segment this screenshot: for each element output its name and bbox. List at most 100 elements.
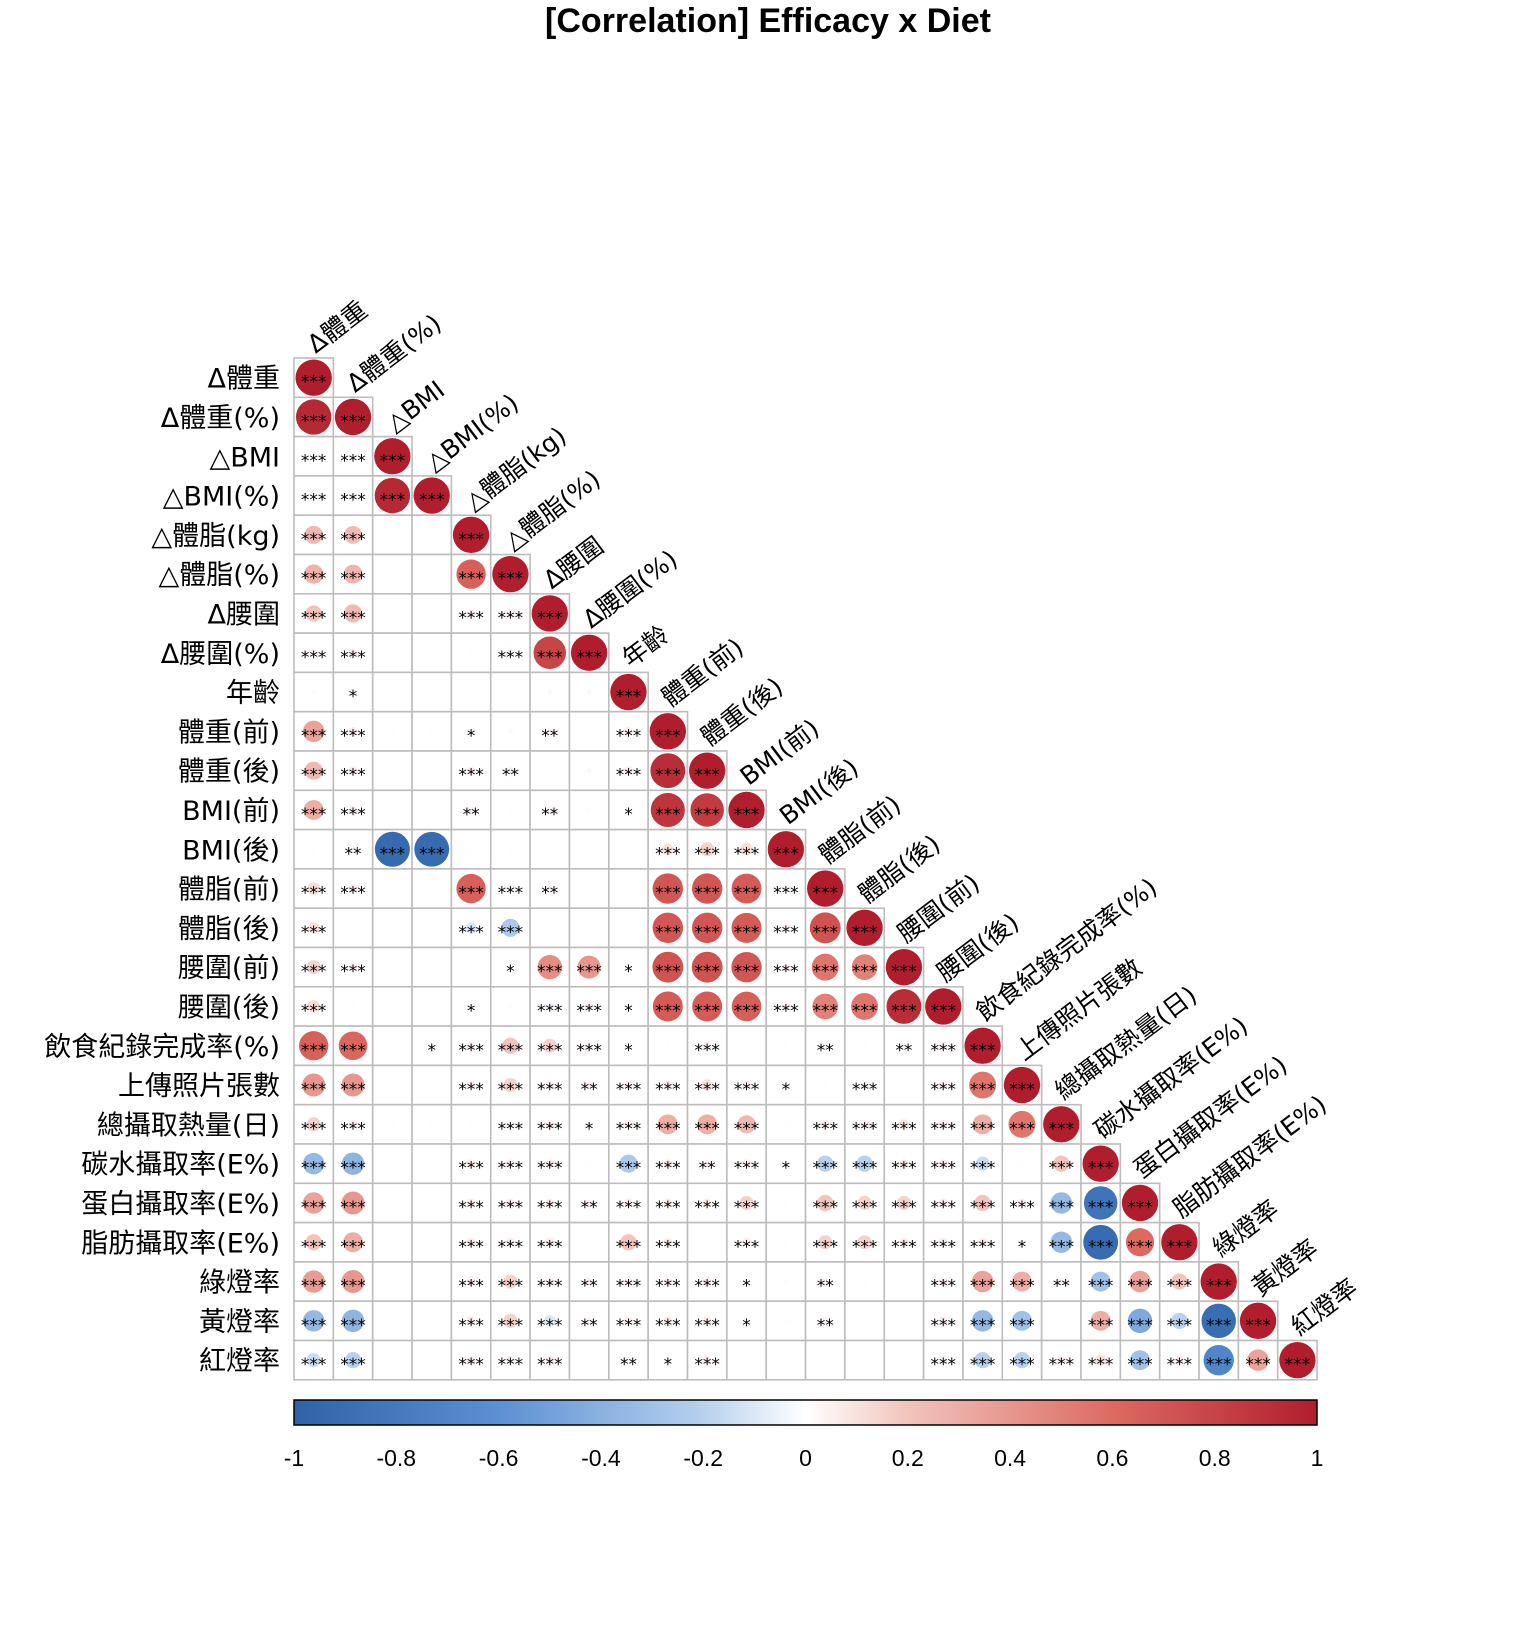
correlation-circle [811,953,839,981]
correlation-circle [506,1120,515,1129]
correlation-circle [307,882,320,895]
significance-label: *** [616,1159,642,1179]
significance-label: * [585,1119,594,1139]
correlation-circle [1056,1355,1066,1365]
significance-label: *** [616,1316,642,1336]
correlation-circle [349,688,357,696]
correlation-circle [508,1004,513,1009]
correlation-circle [311,492,317,499]
correlation-circle [899,1237,909,1247]
correlation-circle [429,690,434,694]
significance-label: *** [773,1001,799,1021]
significance-label: *** [1206,1277,1232,1297]
correlation-circle [429,1358,434,1362]
correlation-circle [302,1073,326,1097]
correlation-circle [505,1159,515,1169]
correlation-circle [731,912,762,943]
significance-label: *** [301,608,327,628]
significance-label: *** [931,1198,957,1218]
correlation-circle [508,808,513,812]
significance-label: *** [1167,1316,1193,1336]
correlation-circle [587,1358,591,1362]
significance-label: *** [734,1080,760,1100]
significance-label: *** [694,1355,720,1375]
significance-label: *** [1167,1237,1193,1257]
significance-label: *** [458,766,484,786]
correlation-circle [938,1277,948,1287]
correlation-circle [503,1274,518,1289]
correlation-circle [821,1317,829,1325]
correlation-circle [469,1122,473,1127]
correlation-circle [689,752,726,789]
significance-label: *** [498,1355,524,1375]
correlation-circle [938,1119,948,1129]
significance-label: *** [694,1198,720,1218]
significance-label: *** [537,962,563,982]
correlation-circle [663,1316,673,1326]
significance-label: ** [541,805,558,825]
significance-label: *** [655,1080,681,1100]
correlation-circle [650,753,686,789]
significance-label: *** [694,1080,720,1100]
correlation-circle [469,650,473,655]
correlation-circle [465,922,477,934]
significance-label: *** [340,648,366,668]
correlation-circle [625,806,632,814]
correlation-circle [1043,1106,1080,1143]
correlation-circle [306,1117,321,1132]
correlation-circle [586,768,592,774]
correlation-circle [862,1043,867,1048]
significance-label: *** [537,1316,563,1336]
correlation-circle [896,1195,911,1210]
correlation-circle [702,1198,712,1208]
row-label: 黃燈率 [199,1307,280,1338]
row-label: 飲食紀錄完成率(%) [44,1032,280,1063]
correlation-circle [577,955,601,979]
significance-label: *** [458,1198,484,1218]
correlation-circle [390,886,395,891]
correlation-circle [860,1080,869,1090]
correlation-circle [974,1352,991,1369]
significance-label: *** [852,1237,878,1257]
row-label: 體重(前) [178,717,280,748]
correlation-circle [969,1071,997,1099]
significance-label: *** [301,412,327,432]
significance-label: * [624,1041,633,1061]
significance-label: *** [458,530,484,550]
significance-label: *** [734,1198,760,1218]
significance-label: *** [655,1316,681,1336]
correlation-circle [429,1122,434,1127]
correlation-circle [817,1155,834,1172]
correlation-circle [692,991,723,1022]
correlation-circle [390,1122,395,1127]
correlation-circle [466,1080,476,1090]
correlation-circle [742,1080,751,1090]
significance-label: *** [852,1159,878,1179]
significance-label: *** [812,1119,838,1139]
significance-label: *** [1285,1355,1311,1375]
column-label: Δ體重 [302,295,373,359]
column-label: 黃燈率 [1246,1234,1323,1302]
correlation-circle [341,1270,365,1294]
significance-label: *** [734,884,760,904]
correlation-circle [972,1114,993,1135]
correlation-circle [506,767,515,775]
correlation-circle [742,1159,751,1169]
correlation-circle [663,1277,673,1287]
correlation-circle [781,963,790,972]
significance-label: *** [852,1198,878,1218]
cell-frame [450,1182,492,1224]
correlation-circle [624,1316,633,1326]
correlation-circle [302,1270,325,1293]
significance-label: *** [1088,1198,1114,1218]
correlation-circle [857,1195,872,1210]
row-label: Δ腰圍 [208,599,280,630]
significance-label: *** [812,1159,838,1179]
correlation-circle [585,1041,594,1050]
significance-label: *** [419,844,445,864]
significance-label: *** [1127,1237,1153,1257]
correlation-circle [624,1198,633,1208]
correlation-circle [390,1043,395,1048]
correlation-circle [626,847,631,852]
